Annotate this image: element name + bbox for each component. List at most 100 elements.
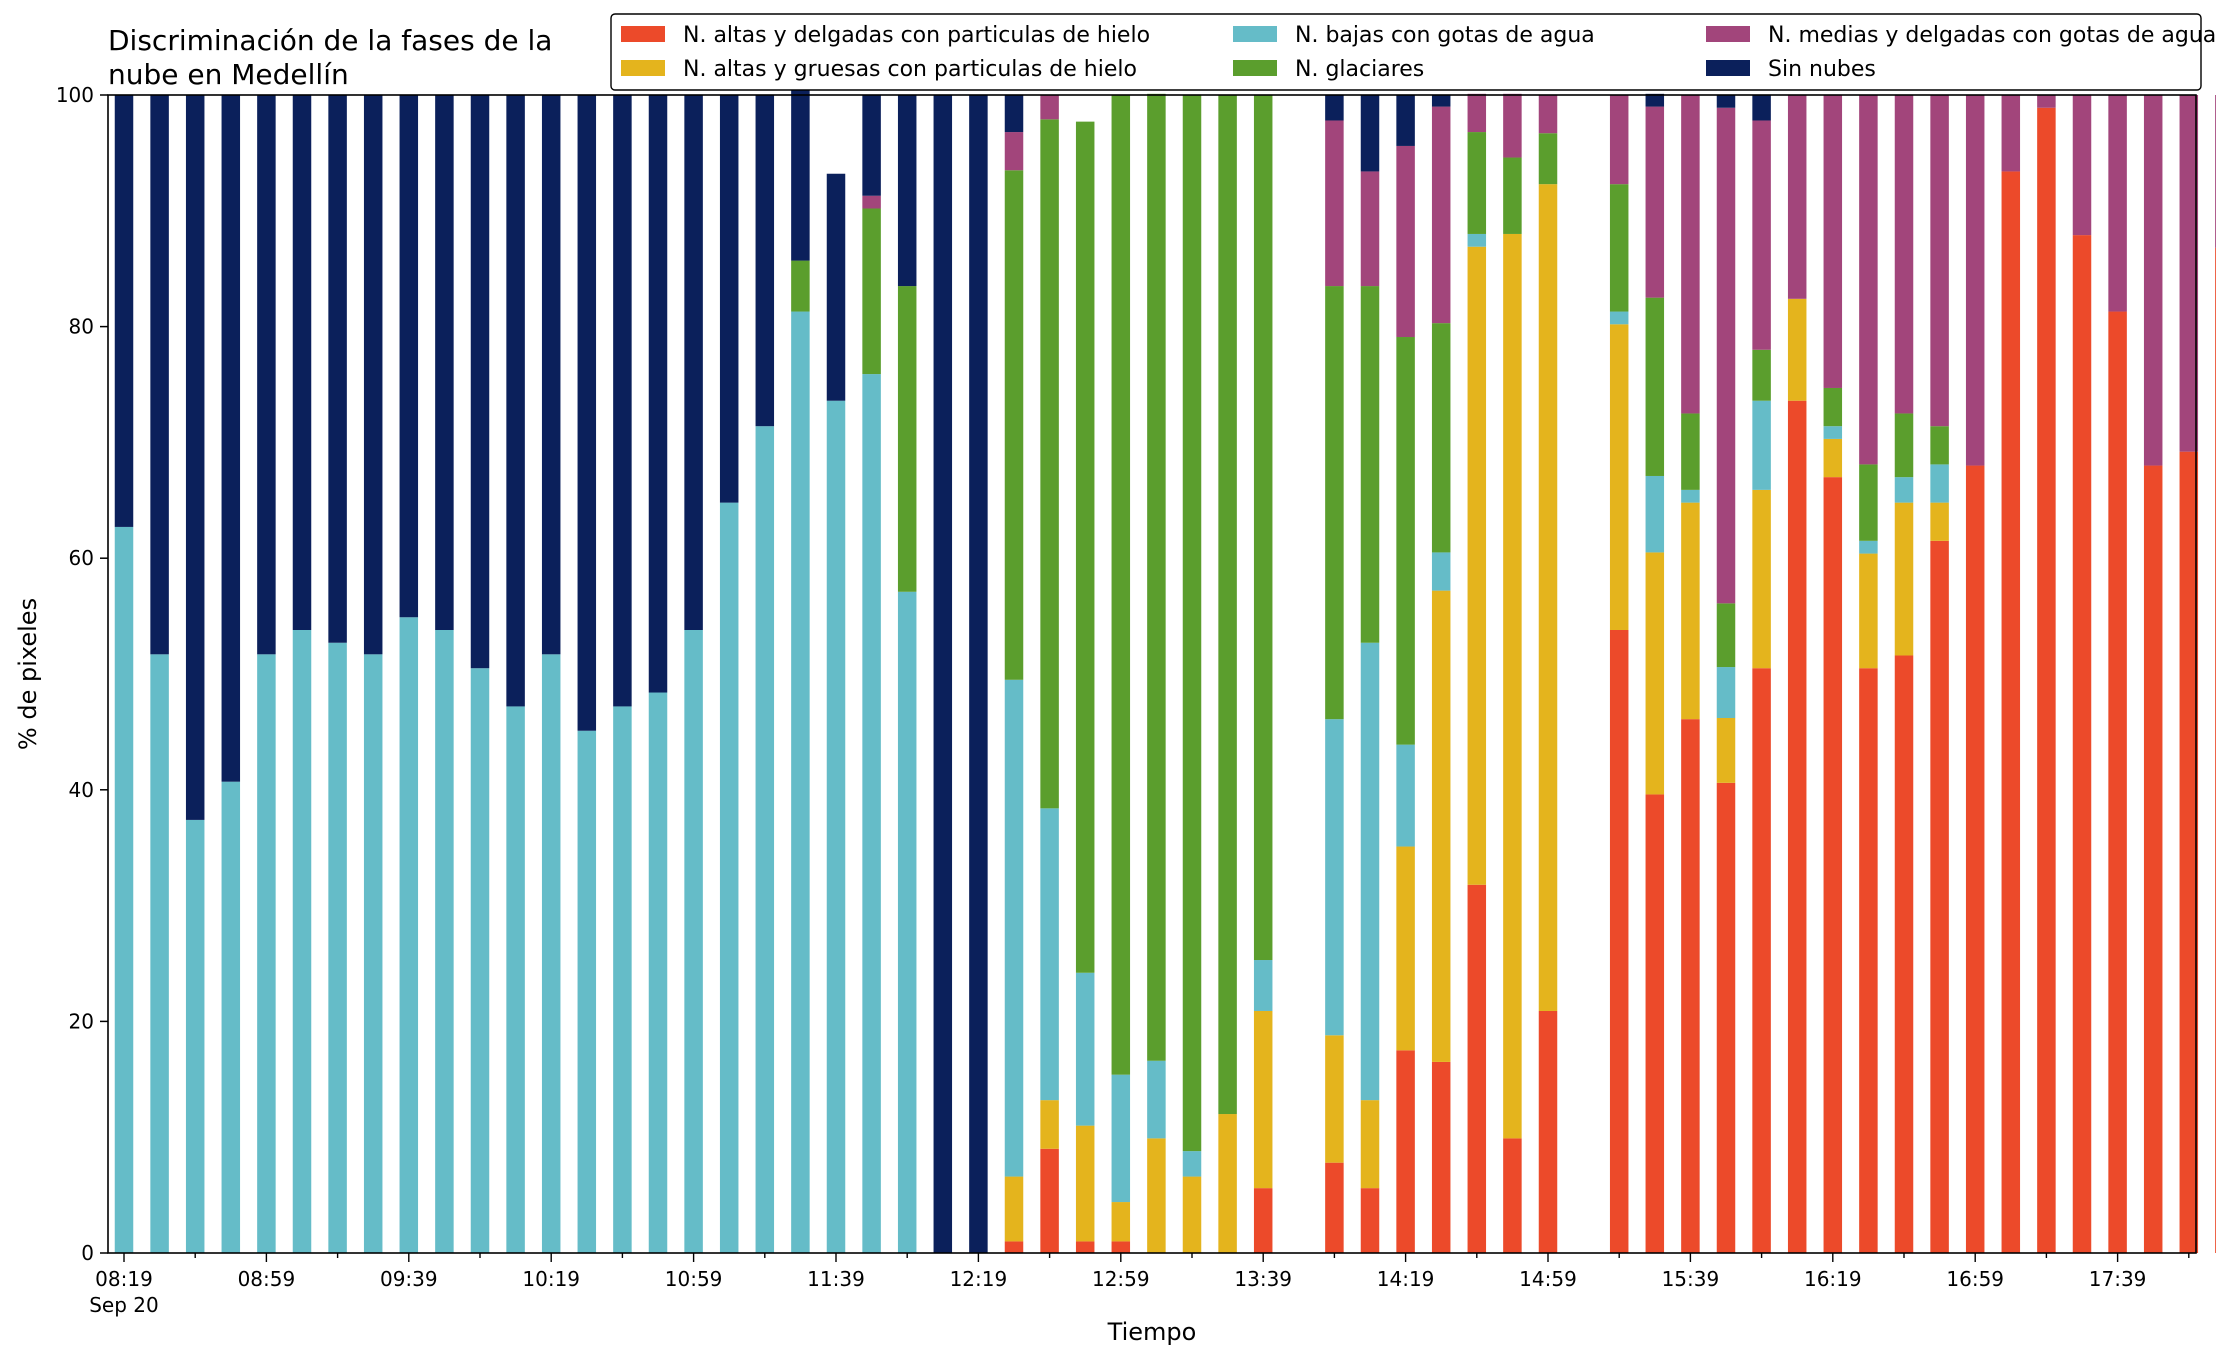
bar-segment bbox=[969, 95, 988, 1253]
bar-segment bbox=[755, 95, 775, 427]
legend-swatch bbox=[1706, 26, 1750, 42]
bar-segment bbox=[185, 819, 205, 1253]
bar-segment bbox=[2037, 107, 2056, 1254]
bar-segment bbox=[1004, 95, 1024, 133]
legend: N. altas y delgadas con particulas de hi… bbox=[610, 13, 2216, 91]
bar-segment bbox=[1360, 1188, 1380, 1253]
bar-segment bbox=[1360, 95, 1380, 172]
bar-segment bbox=[897, 95, 917, 287]
bar-segment bbox=[1182, 1176, 1202, 1253]
bar-segment bbox=[1325, 95, 1344, 121]
x-tick-label: 16:59 bbox=[1946, 1267, 2004, 1291]
bar-segment bbox=[1716, 718, 1736, 783]
bar-segment bbox=[1431, 1061, 1451, 1253]
bar-segment bbox=[1645, 93, 1665, 107]
bar-segment bbox=[2001, 95, 2021, 172]
legend-label: Sin nubes bbox=[1768, 57, 1876, 82]
bar-segment bbox=[1823, 477, 1843, 1253]
bar-segment bbox=[1431, 552, 1451, 591]
bar-segment bbox=[1111, 1074, 1131, 1203]
bar-segment bbox=[435, 95, 454, 630]
bar-segment bbox=[1787, 95, 1807, 299]
x-tick-label: 12:59 bbox=[1092, 1267, 1150, 1291]
legend-label: N. altas y gruesas con particulas de hie… bbox=[683, 57, 1137, 82]
bar-segment bbox=[1503, 93, 1522, 158]
bar-segment bbox=[1681, 489, 1700, 503]
bar-segment bbox=[150, 95, 169, 655]
bar-segment bbox=[648, 95, 668, 693]
chart-title-line-2: nube en Medellín bbox=[108, 58, 349, 91]
bar-segment bbox=[150, 654, 169, 1253]
bar-segment bbox=[684, 95, 703, 630]
bar-segment bbox=[1538, 1010, 1558, 1253]
bar-segment bbox=[1823, 426, 1843, 439]
bar-segment bbox=[1787, 400, 1807, 1254]
bar-segment bbox=[1716, 667, 1736, 718]
bar-segment bbox=[1823, 95, 1843, 388]
bar-segment bbox=[1040, 1100, 1059, 1149]
bar-segment bbox=[933, 95, 953, 1253]
bar-segment bbox=[1360, 286, 1380, 643]
bar-segment bbox=[1325, 286, 1344, 720]
x-tick-label: 14:59 bbox=[1519, 1267, 1577, 1291]
bar-segment bbox=[1467, 884, 1487, 1253]
bar-segment bbox=[1681, 413, 1700, 490]
bar-segment bbox=[1147, 1138, 1166, 1253]
bar-segment bbox=[2179, 451, 2199, 1253]
bar-segment bbox=[1040, 95, 1059, 120]
bar-segment bbox=[2072, 95, 2092, 236]
bar-segment bbox=[1218, 1114, 1237, 1253]
legend-label: N. bajas con gotas de agua bbox=[1295, 23, 1595, 48]
x-tick-label: 08:59 bbox=[238, 1267, 296, 1291]
bar-segment bbox=[577, 730, 597, 1253]
x-tick-label: 16:19 bbox=[1804, 1267, 1862, 1291]
x-tick-label: 11:39 bbox=[807, 1267, 865, 1291]
bar-segment bbox=[791, 260, 810, 312]
bar-segment bbox=[1965, 95, 1985, 466]
bar-segment bbox=[435, 630, 454, 1253]
legend-label: N. glaciares bbox=[1295, 57, 1424, 82]
bar-segment bbox=[1859, 95, 1878, 465]
bar-segment bbox=[1894, 95, 1914, 414]
bar-segment bbox=[1467, 132, 1487, 234]
bar-segment bbox=[755, 426, 775, 1253]
chart-title-line-1: Discriminación de la fases de la bbox=[108, 24, 552, 57]
bar-segment bbox=[114, 95, 134, 527]
legend-swatch bbox=[621, 26, 665, 42]
bar-segment bbox=[221, 781, 241, 1253]
legend-swatch bbox=[1233, 60, 1277, 76]
bar-segment bbox=[1253, 960, 1273, 1011]
bar-segment bbox=[1930, 95, 1949, 427]
bar-segment bbox=[826, 400, 846, 1254]
x-tick-label: 12:19 bbox=[950, 1267, 1008, 1291]
bar-segment bbox=[1075, 1125, 1095, 1242]
bar-segment bbox=[897, 591, 917, 1253]
bar-segment bbox=[1253, 1010, 1273, 1189]
x-axis-title: Tiempo bbox=[1107, 1318, 1197, 1346]
bar-segment bbox=[1609, 324, 1629, 630]
bar-segment bbox=[541, 654, 561, 1253]
bar-segment bbox=[826, 173, 846, 401]
bar-segment bbox=[1681, 502, 1700, 720]
x-tick-label: 10:59 bbox=[665, 1267, 723, 1291]
bars-layer bbox=[114, 44, 2216, 1254]
bar-segment bbox=[897, 286, 917, 592]
bar-segment bbox=[684, 630, 703, 1253]
bar-segment bbox=[257, 95, 276, 655]
bar-segment bbox=[399, 95, 419, 618]
bar-segment bbox=[1965, 465, 1985, 1253]
bar-segment bbox=[1681, 95, 1700, 414]
bar-segment bbox=[719, 95, 739, 503]
bar-segment bbox=[1716, 95, 1736, 108]
bar-segment bbox=[1538, 95, 1558, 134]
bar-segment bbox=[1930, 426, 1949, 465]
bar-segment bbox=[1325, 1162, 1344, 1253]
y-tick-label: 100 bbox=[56, 83, 94, 107]
bar-segment bbox=[1645, 106, 1665, 298]
legend-label: N. altas y delgadas con particulas de hi… bbox=[683, 23, 1150, 48]
bar-segment bbox=[862, 195, 881, 209]
bar-segment bbox=[1716, 782, 1736, 1253]
bar-segment bbox=[1253, 1188, 1273, 1253]
bar-segment bbox=[1752, 668, 1771, 1253]
